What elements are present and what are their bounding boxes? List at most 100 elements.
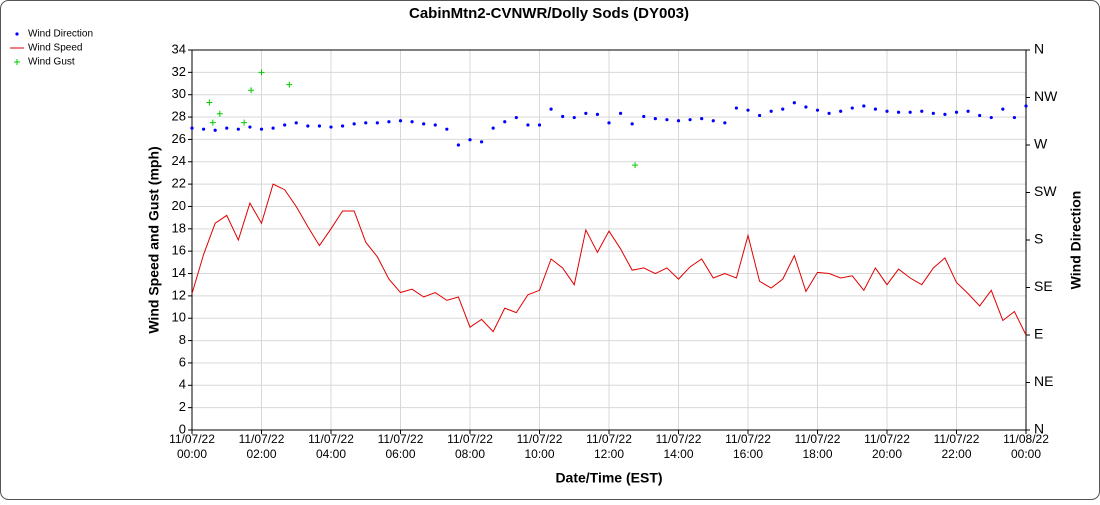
direction-dot (364, 121, 368, 125)
direction-dot (746, 108, 750, 112)
direction-dot (1024, 104, 1028, 108)
direction-dot (607, 121, 611, 125)
gust-marker (206, 99, 213, 106)
y-tick-label: 12 (172, 287, 186, 302)
y-tick-label: 2 (179, 399, 186, 414)
x-tick-label: 11/07/22 04:00 (308, 432, 354, 461)
gust-marker (216, 110, 223, 117)
direction-dot (526, 123, 530, 127)
y-tick-label: 22 (172, 176, 186, 191)
x-tick-label: 11/07/22 20:00 (864, 432, 910, 461)
y-tick-label: 0 (179, 421, 186, 436)
y2-tick-label: E (1034, 326, 1043, 342)
y-tick-label: 34 (172, 41, 186, 56)
direction-dot (1001, 107, 1005, 111)
direction-dot (433, 123, 437, 127)
y2-tick-label: NE (1034, 373, 1053, 389)
direction-dot (584, 111, 588, 115)
direction-dot (676, 119, 681, 123)
y2-tick-label: S (1034, 231, 1043, 247)
x-tick-label: 11/07/22 16:00 (725, 432, 771, 461)
y-tick-label: 18 (172, 220, 186, 235)
direction-dot (375, 121, 379, 125)
direction-dot (804, 105, 808, 109)
direction-dot (468, 138, 472, 142)
direction-dot (839, 109, 843, 113)
direction-dot (514, 115, 518, 120)
direction-dot (317, 124, 322, 128)
x-tick-label: 11/07/22 00:00 (169, 432, 215, 461)
gust-marker (286, 81, 293, 88)
chart-title: CabinMtn2-CVNWR/Dolly Sods (DY003) (409, 5, 689, 22)
direction-dot (422, 122, 426, 126)
direction-dot (769, 109, 773, 113)
x-axis-label: Date/Time (EST) (555, 470, 662, 486)
direction-dot (225, 126, 229, 130)
direction-dot (572, 115, 576, 120)
direction-dot (711, 119, 715, 123)
y-tick-label: 14 (172, 265, 186, 280)
direction-dot (896, 110, 901, 114)
direction-dot (781, 107, 785, 111)
direction-dot (700, 117, 704, 121)
legend-label: Wind Gust (28, 57, 75, 68)
x-tick-label: 11/07/22 18:00 (795, 432, 841, 461)
direction-dot (954, 110, 959, 114)
direction-dot (920, 109, 924, 113)
y-tick-label: 6 (179, 354, 186, 369)
direction-dot (259, 127, 264, 131)
direction-dot (943, 112, 947, 116)
gust-marker (248, 87, 255, 94)
x-tick-label: 11/07/22 12:00 (586, 432, 632, 461)
y2-tick-label: N (1034, 41, 1044, 57)
direction-dot (653, 117, 657, 121)
direction-dot (340, 124, 345, 128)
speed-line (191, 183, 1027, 336)
y2-tick-label: NW (1034, 88, 1058, 104)
direction-dot (862, 104, 866, 108)
y-tick-label: 8 (179, 332, 186, 347)
direction-dot (294, 121, 298, 125)
direction-dot (618, 111, 623, 115)
y-tick-label: 16 (172, 243, 186, 258)
y-tick-label: 10 (172, 310, 186, 325)
direction-dot (479, 140, 484, 144)
direction-dot (201, 127, 206, 131)
direction-dot (248, 125, 252, 129)
y2-axis-label: Wind Direction (1068, 191, 1084, 290)
direction-dot (966, 109, 970, 113)
direction-dot (792, 101, 796, 105)
x-tick-label: 11/07/22 02:00 (239, 432, 285, 461)
gust-marker (258, 69, 265, 76)
direction-dot (688, 118, 692, 122)
x-tick-label: 11/08/22 00:00 (1003, 432, 1049, 461)
direction-dot (491, 126, 495, 130)
direction-dot (398, 119, 403, 123)
y2-tick-label: W (1034, 136, 1048, 152)
direction-dot (815, 108, 820, 112)
gust-marker (241, 119, 248, 126)
direction-dot (1012, 115, 1017, 120)
direction-dot (734, 106, 739, 110)
legend-swatch (14, 59, 20, 65)
direction-dot (665, 118, 669, 122)
direction-dot (723, 121, 727, 125)
direction-dot (850, 106, 854, 110)
direction-dot (352, 122, 356, 126)
y-tick-label: 26 (172, 131, 186, 146)
direction-dot (271, 126, 275, 130)
direction-dot (561, 114, 565, 119)
legend-label: Wind Direction (28, 29, 93, 40)
legend-label: Wind Speed (28, 43, 82, 54)
y2-tick-label: SE (1034, 278, 1053, 294)
x-tick-label: 11/07/22 10:00 (517, 432, 563, 461)
direction-dot (757, 113, 762, 118)
y-axis-label: Wind Speed and Gust (mph) (146, 146, 162, 333)
y-tick-label: 20 (172, 198, 186, 213)
direction-dot (873, 107, 878, 111)
direction-dot (827, 111, 831, 115)
y2-tick-label: N (1034, 421, 1044, 437)
direction-dot (549, 107, 553, 111)
